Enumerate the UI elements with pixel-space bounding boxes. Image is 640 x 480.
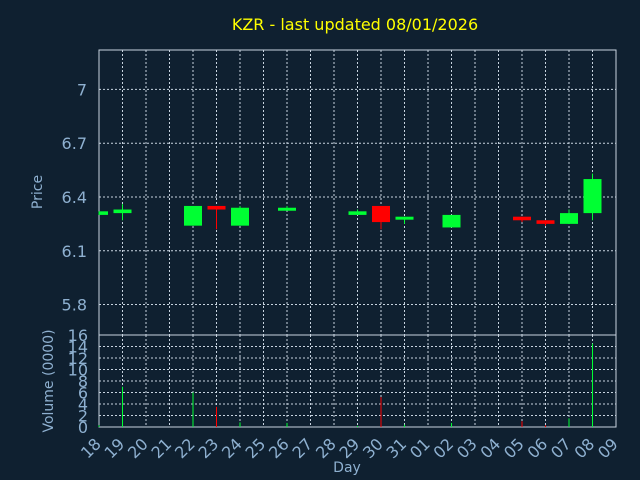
volume-tick-label: 0 xyxy=(78,418,88,437)
volume-bar xyxy=(192,392,194,427)
volume-tick-label: 6 xyxy=(78,384,88,403)
volume-bar xyxy=(239,422,241,427)
candle-body xyxy=(231,207,249,226)
volume-bar xyxy=(122,386,123,427)
volume-bar xyxy=(592,343,593,427)
price-axis-label: Price xyxy=(30,175,46,209)
candle-body xyxy=(560,213,578,224)
volume-bar xyxy=(404,424,405,427)
candle-body xyxy=(395,216,414,220)
candle-body xyxy=(278,207,296,211)
candle-body xyxy=(184,205,202,226)
chart-title: KZR - last updated 08/01/2026 xyxy=(232,15,478,34)
volume-bar xyxy=(357,425,358,427)
price-tick-label: 6.7 xyxy=(62,134,87,153)
price-tick-label: 7 xyxy=(77,80,87,99)
candle-body xyxy=(99,211,108,215)
volume-bar xyxy=(568,418,570,427)
candle-body xyxy=(536,220,555,224)
candle-body xyxy=(513,216,531,221)
candle-body xyxy=(348,211,367,215)
volume-tick-label: 2 xyxy=(78,407,88,426)
volume-bar xyxy=(545,425,546,427)
price-tick-label: 6.1 xyxy=(62,242,87,261)
volume-bar xyxy=(286,422,288,427)
volume-tick-label: 16 xyxy=(68,326,88,345)
volume-bar xyxy=(216,406,217,427)
candle-body xyxy=(113,209,132,214)
price-panel: 5.8 6.1 6.4 6.7 7 xyxy=(62,49,617,336)
volume-bar xyxy=(521,421,523,427)
volume-tick-label: 10 xyxy=(68,361,88,380)
volume-bar xyxy=(451,422,452,427)
candle-body xyxy=(207,205,226,210)
volume-bar xyxy=(380,397,382,427)
volume-tick-label: 8 xyxy=(78,372,88,391)
price-tick-label: 5.8 xyxy=(62,296,87,315)
candle-body xyxy=(372,205,390,223)
volume-tick-label: 14 xyxy=(68,338,88,357)
volume-tick-label: 4 xyxy=(78,395,88,414)
volume-tick-label: 12 xyxy=(68,349,88,368)
volume-bar xyxy=(98,425,100,427)
candle-body xyxy=(442,214,461,228)
x-axis-label: Day xyxy=(333,460,361,476)
volume-axis-label: Volume (0000) xyxy=(41,329,57,432)
price-tick-label: 6.4 xyxy=(62,188,87,207)
candle-body xyxy=(583,179,602,214)
